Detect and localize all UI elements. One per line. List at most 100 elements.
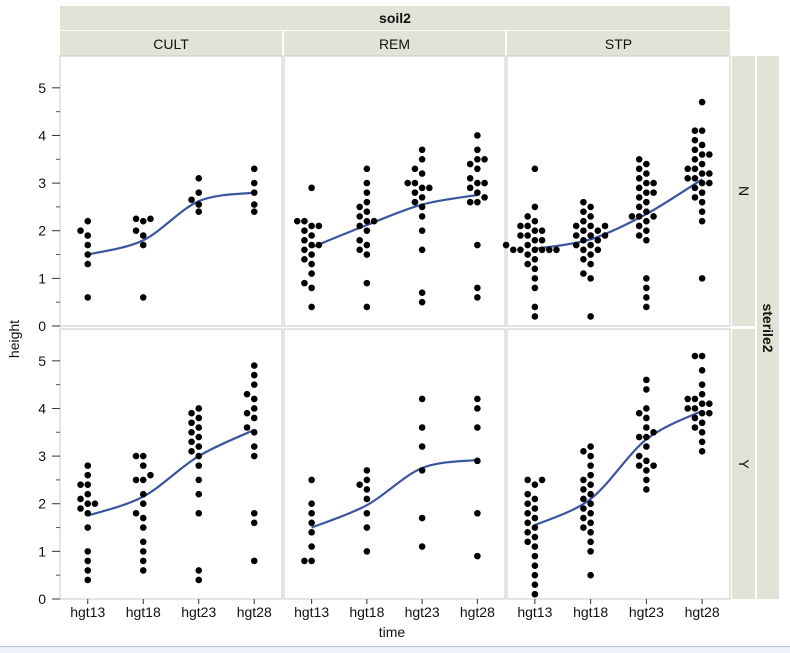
data-point [684, 165, 692, 173]
data-point [587, 571, 594, 579]
data-point [531, 562, 539, 569]
data-point [684, 175, 692, 182]
data-point [587, 251, 594, 258]
data-point [643, 275, 650, 282]
data-point [411, 189, 419, 196]
data-point [363, 165, 371, 173]
data-point [635, 203, 643, 211]
data-point [363, 251, 371, 258]
data-point [691, 405, 699, 412]
data-point [426, 184, 433, 192]
data-point [84, 500, 92, 508]
data-point [587, 260, 594, 268]
data-point [243, 424, 251, 431]
data-point [418, 467, 426, 474]
data-point [524, 509, 531, 517]
data-point [650, 189, 657, 196]
data-point [531, 284, 539, 292]
data-point [643, 284, 650, 292]
data-point [643, 170, 650, 177]
y-tick-label: 4 [38, 127, 46, 143]
x-tick-label: hgt28 [460, 604, 495, 620]
data-point [698, 438, 706, 446]
data-point [509, 246, 517, 254]
x-tick-label: hgt18 [573, 604, 608, 620]
data-point [698, 367, 706, 374]
data-point [531, 227, 539, 235]
data-point [524, 519, 531, 527]
y-tick-label: 2 [38, 223, 46, 239]
data-point [698, 141, 706, 149]
data-point [691, 136, 699, 144]
data-point [363, 179, 371, 187]
data-point [691, 175, 699, 182]
data-point [84, 462, 92, 469]
data-point [643, 189, 650, 196]
x-tick-label: hgt23 [181, 604, 216, 620]
data-point [572, 222, 580, 230]
data-point [524, 538, 531, 546]
row-header-y: Y [732, 329, 755, 599]
data-point [531, 590, 539, 598]
y-tick-label: 0 [38, 591, 46, 607]
data-point [524, 500, 531, 508]
data-point [132, 509, 140, 517]
data-point [315, 222, 323, 230]
data-point [531, 495, 539, 503]
data-point [356, 203, 363, 211]
data-point [580, 246, 587, 254]
data-point [363, 495, 371, 503]
data-point [308, 284, 315, 292]
data-point [643, 303, 650, 311]
data-point [698, 208, 706, 215]
data-point [531, 203, 539, 211]
data-point [139, 500, 147, 508]
data-point [628, 213, 636, 220]
x-tick-label: hgt28 [685, 604, 720, 620]
column-header-label: CULT [153, 35, 189, 52]
data-point [698, 352, 706, 360]
data-point [363, 476, 371, 484]
data-point [691, 194, 699, 201]
data-point [524, 260, 531, 268]
data-point [587, 538, 594, 546]
data-point [698, 160, 706, 168]
data-point [466, 198, 474, 206]
data-point [524, 213, 531, 220]
data-point [139, 524, 147, 531]
data-point [418, 424, 426, 431]
data-point [474, 552, 481, 560]
data-point [84, 232, 92, 239]
data-point [250, 452, 258, 460]
data-point [84, 471, 92, 479]
panel-frame [59, 328, 283, 600]
data-point [545, 246, 553, 254]
x-tick-label: hgt13 [517, 604, 552, 620]
data-point [643, 414, 650, 422]
data-point [91, 500, 99, 508]
data-point [698, 98, 706, 106]
y-tick-label: 1 [38, 543, 46, 559]
data-point [418, 395, 426, 403]
data-point [195, 567, 203, 574]
data-point [635, 194, 643, 201]
data-point [301, 236, 308, 244]
data-point [635, 409, 643, 417]
data-point [524, 476, 531, 484]
data-point [538, 246, 546, 254]
column-header-stp: STP [507, 31, 730, 56]
data-point [698, 428, 706, 436]
data-point [587, 452, 594, 460]
data-point [474, 179, 481, 187]
data-point [538, 227, 546, 235]
data-point [691, 414, 699, 422]
y-tick-label: 2 [38, 496, 46, 512]
data-point [706, 400, 713, 407]
data-point [531, 303, 539, 311]
data-point [195, 452, 203, 460]
data-point [643, 424, 650, 431]
data-point [308, 476, 315, 484]
data-point [139, 452, 147, 460]
data-point [531, 256, 539, 263]
data-point [308, 241, 315, 249]
